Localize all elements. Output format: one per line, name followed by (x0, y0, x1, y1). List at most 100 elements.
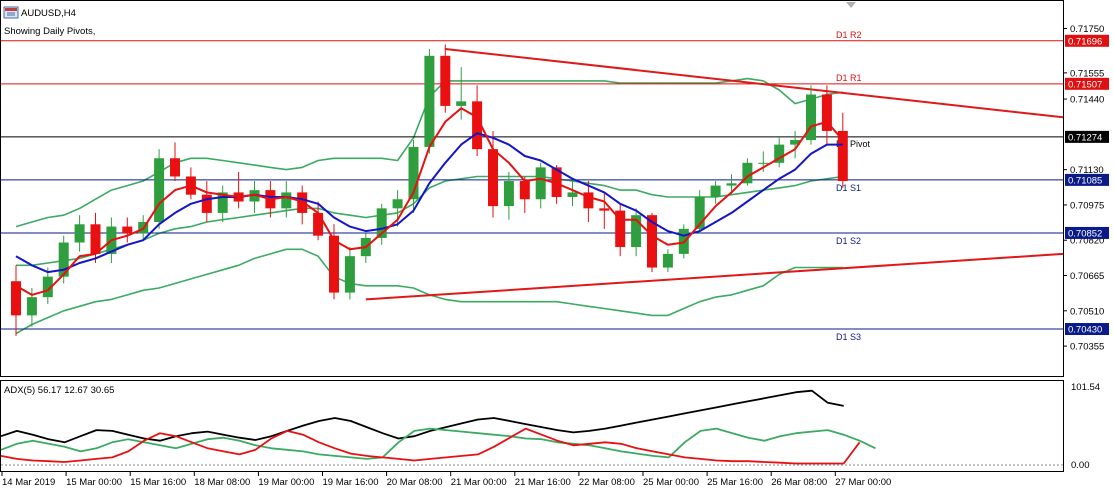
candle-body-44 (710, 185, 721, 197)
bb-middle-line (16, 175, 843, 267)
time-label-5: 19 Mar 16:00 (323, 477, 379, 488)
candle-body-35 (567, 192, 578, 197)
candle-body-20 (329, 235, 339, 293)
candle-body-1 (26, 297, 37, 316)
adx-max-label: 101.54 (1071, 382, 1100, 393)
time-label-3: 18 Mar 08:00 (194, 477, 250, 488)
candle-body-46 (742, 162, 753, 184)
time-label-9: 22 Mar 08:00 (579, 477, 635, 488)
time-label-12: 26 Mar 08:00 (771, 477, 827, 488)
candle-body-34 (551, 167, 562, 197)
candle-body-17 (281, 192, 292, 209)
time-label-0: 14 Mar 2019 (2, 477, 55, 488)
time-label-8: 21 Mar 16:00 (515, 477, 571, 488)
candle-body-52 (837, 130, 848, 182)
pivot-name-0: D1 R2 (836, 30, 862, 40)
trendline-lower (365, 252, 1064, 301)
time-label-6: 20 Mar 08:00 (387, 477, 443, 488)
pivot-price-tags: 0.71696 0.71507 0.71274 0.71085 0.70852 0.704… (1065, 34, 1109, 336)
candle-body-36 (583, 192, 594, 209)
ma-fast-line (15, 107, 844, 296)
candle-body-0 (11, 281, 21, 316)
pivot-tag-bg-3 (1065, 173, 1109, 186)
candle-body-30 (488, 149, 498, 207)
candle-body-9 (154, 158, 165, 223)
candle-body-40 (647, 215, 657, 268)
scroll-marker-icon[interactable] (846, 2, 856, 8)
candle-body-45 (726, 183, 737, 186)
candle-body-41 (662, 253, 673, 268)
pivots-subtitle: Showing Daily Pivots, (4, 26, 95, 37)
trendlines (365, 47, 1064, 301)
price-label-7: 0.70510 (1070, 306, 1104, 317)
adx-minus-di-line (0, 427, 861, 465)
candle-body-23 (376, 208, 387, 238)
candle-body-3 (58, 242, 69, 277)
candle-body-51 (821, 94, 832, 131)
price-label-5: 0.70820 (1070, 236, 1104, 247)
pivot-tag-bg-2 (1065, 130, 1109, 143)
candle-body-50 (806, 94, 816, 141)
candle-body-10 (170, 158, 180, 177)
pivot-name-5: D1 S3 (836, 332, 861, 342)
candle-body-28 (456, 101, 467, 106)
price-axis: 0.71750 0.71555 0.71440 0.71130 0.70975 0.708… (1063, 24, 1104, 353)
candle-body-48 (774, 144, 785, 163)
pivot-tag-value-1: 0.71507 (1068, 79, 1102, 90)
pivot-name-4: D1 S2 (836, 236, 861, 246)
candle-body-37 (599, 208, 610, 211)
candle-body-32 (519, 181, 530, 200)
price-label-1: 0.71555 (1070, 68, 1104, 79)
candle-body-47 (758, 162, 769, 164)
pivot-tag-bg-1 (1065, 77, 1109, 90)
candle-body-49 (790, 140, 801, 145)
trendline-upper (445, 47, 1064, 119)
candle-body-39 (631, 215, 642, 248)
candle-body-29 (472, 101, 483, 150)
price-label-0: 0.71750 (1070, 24, 1104, 35)
candle-body-38 (615, 210, 626, 248)
candle-body-25 (408, 146, 419, 200)
candle-body-21 (344, 256, 355, 293)
time-label-4: 19 Mar 00:00 (258, 477, 314, 488)
ma-slow-line (15, 132, 843, 274)
pivot-name-2: D1 Pivot (836, 139, 871, 149)
price-label-4: 0.70975 (1070, 200, 1104, 211)
pivot-tag-value-2: 0.71274 (1068, 132, 1102, 143)
price-label-2: 0.71440 (1070, 95, 1104, 106)
time-label-10: 25 Mar 00:00 (643, 477, 699, 488)
candle-body-31 (503, 181, 514, 207)
symbol-timeframe-label: AUDUSD,H4 (21, 8, 76, 19)
time-axis: 14 Mar 2019 15 Mar 00:00 15 Mar 16:00 18 Ma… (1, 472, 891, 488)
candle-body-24 (392, 199, 403, 209)
candle-body-15 (249, 190, 260, 202)
adx-plus-di-line (0, 427, 876, 460)
pivot-tag-value-4: 0.70852 (1068, 228, 1102, 239)
candle-body-13 (217, 192, 228, 213)
adx-lines (0, 389, 876, 465)
pivot-name-3: D1 S1 (836, 183, 861, 193)
time-label-13: 27 Mar 00:00 (835, 477, 891, 488)
candle-body-33 (535, 167, 546, 200)
candle-body-4 (74, 224, 85, 243)
pivot-tag-value-5: 0.70430 (1068, 325, 1102, 336)
time-label-7: 21 Mar 00:00 (451, 477, 507, 488)
candle-body-12 (201, 194, 212, 213)
pivot-name-1: D1 R1 (836, 73, 862, 83)
pivot-tag-bg-5 (1065, 323, 1109, 336)
pivot-tag-value-0: 0.71696 (1068, 36, 1102, 47)
pivot-lines: D1 R2 D1 R1 D1 Pivot D1 S1 D1 S2 D1 S3 (1, 30, 1063, 342)
pivot-tag-bg-0 (1065, 34, 1109, 47)
pivot-tag-value-3: 0.71085 (1068, 175, 1102, 186)
price-label-8: 0.70355 (1070, 342, 1104, 353)
adx-main-line (0, 389, 844, 444)
moving-averages (15, 107, 844, 296)
candle-body-2 (42, 276, 53, 298)
adx-label: ADX(5) 56.17 12.67 30.65 (4, 385, 114, 396)
candle-body-5 (90, 224, 101, 254)
adx-min-label: 0.00 (1071, 460, 1090, 471)
candle-body-43 (694, 196, 705, 229)
pivot-tag-bg-4 (1065, 226, 1109, 239)
candle-body-26 (424, 55, 435, 147)
